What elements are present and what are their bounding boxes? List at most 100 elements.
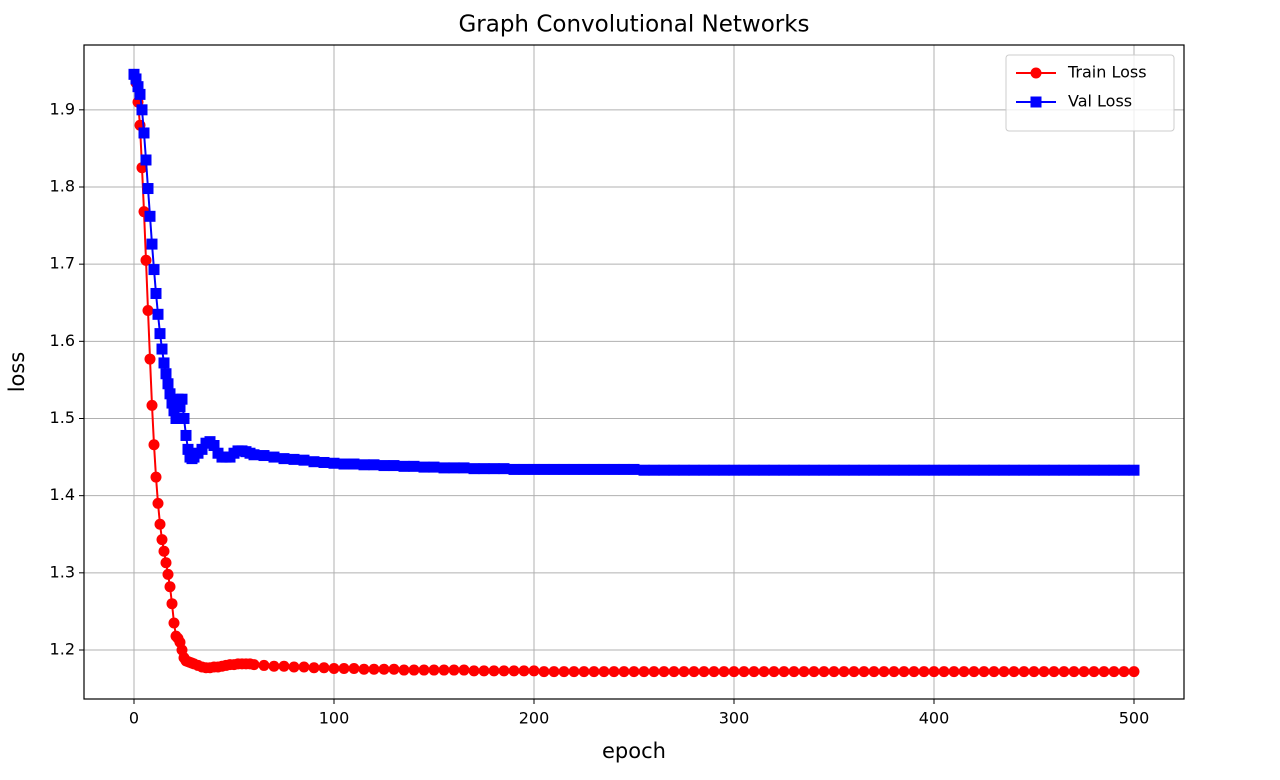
marker	[418, 461, 430, 473]
marker	[588, 666, 600, 678]
marker	[928, 464, 940, 476]
marker	[148, 439, 160, 451]
marker	[548, 666, 560, 678]
marker	[338, 458, 350, 470]
marker	[748, 666, 760, 678]
marker	[162, 568, 174, 580]
marker	[1018, 464, 1030, 476]
marker	[808, 666, 820, 678]
marker	[698, 464, 710, 476]
marker	[140, 254, 152, 266]
y-tick-label: 1.7	[50, 254, 75, 273]
marker	[708, 464, 720, 476]
marker	[718, 464, 730, 476]
marker	[688, 666, 700, 678]
marker	[638, 464, 650, 476]
marker	[968, 464, 980, 476]
marker	[968, 666, 980, 678]
marker	[170, 412, 182, 424]
marker	[978, 464, 990, 476]
marker	[1118, 464, 1130, 476]
marker	[180, 429, 192, 441]
marker	[174, 401, 186, 413]
plot-frame	[83, 44, 1185, 700]
marker	[468, 665, 480, 677]
marker	[1098, 464, 1110, 476]
marker	[508, 665, 520, 677]
marker	[438, 462, 450, 474]
marker	[778, 666, 790, 678]
marker	[142, 304, 154, 316]
marker	[958, 464, 970, 476]
marker	[150, 471, 162, 483]
marker	[448, 462, 460, 474]
marker	[568, 666, 580, 678]
marker	[258, 450, 270, 462]
marker	[528, 463, 540, 475]
marker	[628, 463, 640, 475]
marker	[948, 666, 960, 678]
marker	[150, 287, 162, 299]
marker	[368, 663, 380, 675]
marker	[998, 666, 1010, 678]
marker	[488, 665, 500, 677]
marker	[978, 666, 990, 678]
marker	[156, 534, 168, 546]
marker	[168, 617, 180, 629]
marker	[638, 666, 650, 678]
marker	[166, 598, 178, 610]
marker	[838, 666, 850, 678]
marker	[248, 659, 260, 671]
marker	[1118, 666, 1130, 678]
marker	[152, 497, 164, 509]
marker	[164, 581, 176, 593]
marker	[658, 666, 670, 678]
marker	[538, 463, 550, 475]
marker	[1068, 666, 1080, 678]
marker	[958, 666, 970, 678]
marker	[132, 81, 144, 93]
marker	[608, 666, 620, 678]
marker	[166, 397, 178, 409]
marker	[858, 464, 870, 476]
x-tick-label: 300	[719, 709, 750, 728]
marker	[1078, 666, 1090, 678]
marker	[518, 665, 530, 677]
marker	[1058, 666, 1070, 678]
marker	[1008, 464, 1020, 476]
x-tick-label: 400	[919, 709, 950, 728]
marker	[278, 453, 290, 465]
marker	[418, 664, 430, 676]
marker	[438, 664, 450, 676]
y-tick-label: 1.2	[50, 639, 75, 658]
marker	[318, 456, 330, 468]
marker	[658, 464, 670, 476]
marker	[288, 453, 300, 465]
marker	[378, 460, 390, 472]
marker	[348, 458, 360, 470]
marker	[1058, 464, 1070, 476]
marker	[308, 456, 320, 468]
marker	[1088, 464, 1100, 476]
marker	[318, 662, 330, 674]
marker	[1028, 464, 1040, 476]
marker	[568, 463, 580, 475]
marker	[498, 665, 510, 677]
marker	[248, 449, 260, 461]
marker	[668, 666, 680, 678]
marker	[144, 353, 156, 365]
marker	[1108, 666, 1120, 678]
marker	[288, 661, 300, 673]
marker	[138, 127, 150, 139]
y-tick-label: 1.8	[50, 176, 75, 195]
marker	[938, 464, 950, 476]
marker	[130, 73, 142, 85]
marker	[798, 666, 810, 678]
marker	[778, 464, 790, 476]
marker	[758, 666, 770, 678]
marker	[146, 238, 158, 250]
marker	[160, 368, 172, 380]
marker	[328, 663, 340, 675]
marker	[388, 460, 400, 472]
line	[133, 74, 1134, 673]
